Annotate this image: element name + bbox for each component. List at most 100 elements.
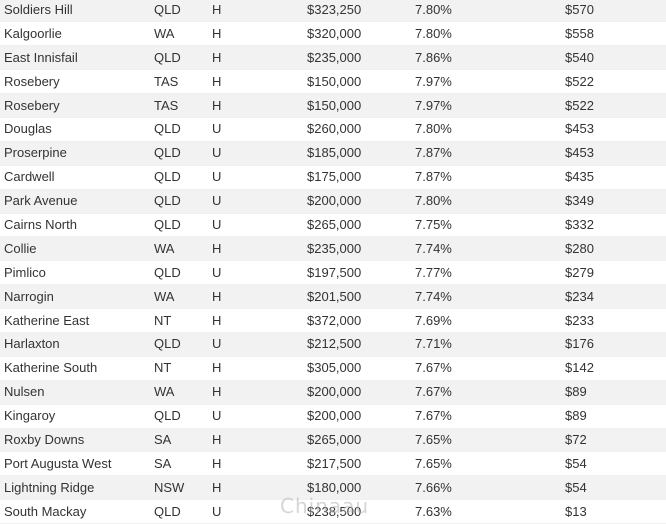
suburb-cell: Cairns North xyxy=(0,213,150,238)
yield-cell: 7.80% xyxy=(412,21,562,47)
suburb-cell: Harlaxton xyxy=(0,332,150,357)
suburb-cell: Katherine East xyxy=(0,308,150,333)
table-row: Kalgoorlie WA H $320,000 7.80% $558 xyxy=(0,21,666,47)
rent-cell: $522 xyxy=(562,93,666,118)
state-cell: QLD xyxy=(150,45,208,71)
type-cell: U xyxy=(208,499,304,524)
table-row: Douglas QLD U $260,000 7.80% $453 xyxy=(0,117,666,142)
yield-cell: 7.69% xyxy=(412,308,562,333)
type-cell: U xyxy=(208,165,304,190)
state-cell: NSW xyxy=(150,475,208,501)
type-cell: H xyxy=(208,0,304,23)
type-cell: H xyxy=(208,451,304,477)
price-cell: $260,000 xyxy=(304,117,412,142)
rent-cell: $453 xyxy=(562,141,666,166)
table-row: Nulsen WA H $200,000 7.67% $89 xyxy=(0,380,666,405)
rent-cell: $233 xyxy=(562,308,666,333)
suburb-cell: Katherine South xyxy=(0,356,150,381)
suburb-cell: Collie xyxy=(0,236,150,262)
rent-cell: $54 xyxy=(562,475,666,501)
suburb-cell: Nulsen xyxy=(0,380,150,405)
price-cell: $305,000 xyxy=(304,356,412,381)
yield-cell: 7.97% xyxy=(412,69,562,95)
suburb-cell: Lightning Ridge xyxy=(0,475,150,501)
type-cell: H xyxy=(208,69,304,95)
price-cell: $320,000 xyxy=(304,21,412,47)
state-cell: QLD xyxy=(150,165,208,190)
rent-cell: $332 xyxy=(562,213,666,238)
price-cell: $372,000 xyxy=(304,308,412,333)
table-row: Soldiers Hill QLD H $323,250 7.80% $570 xyxy=(0,0,666,23)
table-row: Park Avenue QLD U $200,000 7.80% $349 xyxy=(0,189,666,214)
table-row: Cardwell QLD U $175,000 7.87% $435 xyxy=(0,165,666,190)
yield-cell: 7.65% xyxy=(412,428,562,453)
price-cell: $201,500 xyxy=(304,284,412,310)
rent-cell: $453 xyxy=(562,117,666,142)
yield-cell: 7.80% xyxy=(412,0,562,23)
rent-cell: $234 xyxy=(562,284,666,310)
type-cell: H xyxy=(208,236,304,262)
table-row: Harlaxton QLD U $212,500 7.71% $176 xyxy=(0,332,666,357)
suburb-cell: Park Avenue xyxy=(0,189,150,214)
rent-cell: $279 xyxy=(562,260,666,286)
price-cell: $200,000 xyxy=(304,189,412,214)
table-row: Cairns North QLD U $265,000 7.75% $332 xyxy=(0,213,666,238)
state-cell: TAS xyxy=(150,69,208,95)
state-cell: NT xyxy=(150,356,208,381)
yield-cell: 7.65% xyxy=(412,451,562,477)
price-cell: $235,000 xyxy=(304,45,412,71)
state-cell: QLD xyxy=(150,260,208,286)
price-cell: $150,000 xyxy=(304,93,412,118)
table-row: Narrogin WA H $201,500 7.74% $234 xyxy=(0,284,666,310)
suburb-cell: East Innisfail xyxy=(0,45,150,71)
suburb-cell: Douglas xyxy=(0,117,150,142)
suburb-cell: Port Augusta West xyxy=(0,451,150,477)
table-row: South Mackay QLD U $238,500 7.63% $13 xyxy=(0,499,666,524)
yield-cell: 7.80% xyxy=(412,117,562,142)
yield-cell: 7.74% xyxy=(412,284,562,310)
state-cell: QLD xyxy=(150,213,208,238)
rent-cell: $89 xyxy=(562,404,666,429)
rent-cell: $89 xyxy=(562,380,666,405)
type-cell: H xyxy=(208,284,304,310)
rent-cell: $540 xyxy=(562,45,666,71)
table-row: Katherine East NT H $372,000 7.69% $233 xyxy=(0,308,666,333)
rent-cell: $522 xyxy=(562,69,666,95)
rent-cell: $280 xyxy=(562,236,666,262)
state-cell: QLD xyxy=(150,117,208,142)
yield-cell: 7.74% xyxy=(412,236,562,262)
state-cell: QLD xyxy=(150,189,208,214)
state-cell: WA xyxy=(150,21,208,47)
price-cell: $200,000 xyxy=(304,380,412,405)
type-cell: H xyxy=(208,21,304,47)
yield-cell: 7.97% xyxy=(412,93,562,118)
type-cell: U xyxy=(208,213,304,238)
state-cell: WA xyxy=(150,284,208,310)
price-cell: $212,500 xyxy=(304,332,412,357)
table-row: Rosebery TAS H $150,000 7.97% $522 xyxy=(0,69,666,95)
state-cell: WA xyxy=(150,380,208,405)
table-row: Proserpine QLD U $185,000 7.87% $453 xyxy=(0,141,666,166)
yield-cell: 7.86% xyxy=(412,45,562,71)
state-cell: QLD xyxy=(150,332,208,357)
price-cell: $175,000 xyxy=(304,165,412,190)
state-cell: QLD xyxy=(150,404,208,429)
table-row: Roxby Downs SA H $265,000 7.65% $72 xyxy=(0,428,666,453)
rent-cell: $435 xyxy=(562,165,666,190)
table-row: Lightning Ridge NSW H $180,000 7.66% $54 xyxy=(0,475,666,501)
suburb-cell: Kingaroy xyxy=(0,404,150,429)
rent-cell: $349 xyxy=(562,189,666,214)
suburb-cell: Rosebery xyxy=(0,69,150,95)
type-cell: U xyxy=(208,141,304,166)
price-cell: $150,000 xyxy=(304,69,412,95)
state-cell: QLD xyxy=(150,499,208,524)
rent-cell: $570 xyxy=(562,0,666,23)
state-cell: QLD xyxy=(150,141,208,166)
suburb-cell: Cardwell xyxy=(0,165,150,190)
table-row: Port Augusta West SA H $217,500 7.65% $5… xyxy=(0,451,666,477)
price-cell: $200,000 xyxy=(304,404,412,429)
table-row: Collie WA H $235,000 7.74% $280 xyxy=(0,236,666,262)
rent-cell: $54 xyxy=(562,451,666,477)
table-row: East Innisfail QLD H $235,000 7.86% $540 xyxy=(0,45,666,71)
